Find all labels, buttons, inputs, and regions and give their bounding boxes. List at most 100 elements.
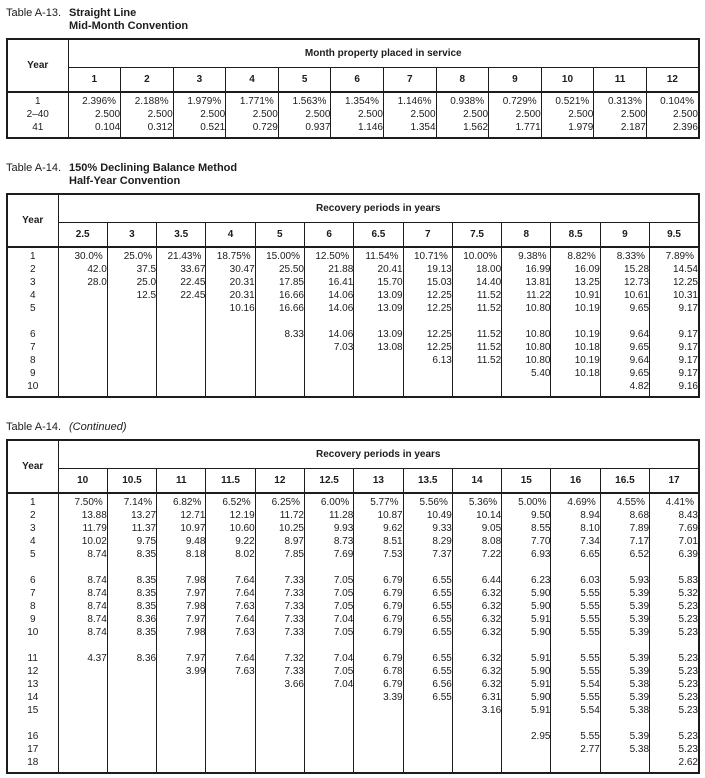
- year-cell: 10: [7, 626, 59, 642]
- value-cell: [451, 743, 502, 756]
- value-cell: [106, 302, 157, 318]
- value-cell: 16.99: [501, 263, 551, 276]
- value-cell: 5.23: [649, 665, 699, 678]
- year-cell: 7: [7, 587, 59, 600]
- value-cell: 18.00: [451, 263, 502, 276]
- table-title-text: Straight Line Mid-Month Convention: [69, 7, 188, 33]
- year-cell: 8: [7, 600, 59, 613]
- spacer-cell: [156, 720, 206, 728]
- value-cell: 5.23: [649, 650, 699, 665]
- value-cell: [57, 367, 108, 380]
- value-cell: [205, 691, 256, 704]
- year-cell: 5: [7, 548, 59, 564]
- value-cell: 18.75%: [205, 247, 256, 263]
- value-cell: 6.03: [550, 572, 601, 587]
- value-cell: 5.91: [501, 613, 551, 626]
- value-cell: [205, 728, 256, 743]
- value-cell: 8.29: [402, 535, 453, 548]
- table-a14-section: Table A-14. 150% Declining Balance Metho…: [6, 162, 700, 398]
- table-row: 4 12.5 22.45 20.31 16.66 14.06 13.09 12.25 11.52…: [7, 289, 699, 302]
- spacer-cell: [451, 720, 502, 728]
- value-cell: 13.09: [353, 302, 404, 318]
- value-cell: 5.00%: [501, 493, 551, 509]
- value-cell: [303, 756, 354, 773]
- spacer-cell: [353, 720, 404, 728]
- table-title-line2: Mid-Month Convention: [69, 20, 189, 32]
- value-cell: 7.98: [156, 600, 206, 613]
- value-cell: 10.61: [599, 289, 650, 302]
- value-cell: 11.37: [106, 522, 157, 535]
- spacer-cell: [7, 720, 59, 728]
- value-cell: 7.98: [156, 572, 206, 587]
- value-cell: [402, 704, 453, 720]
- value-cell: 7.05: [303, 665, 354, 678]
- value-cell: 11.52: [451, 354, 502, 367]
- value-cell: 17.85: [254, 276, 305, 289]
- value-cell: [205, 743, 256, 756]
- year-cell: 2: [7, 509, 59, 522]
- table-row: 14 3.39 6.55 6.31 5.90 5.55 5.39 5.23: [7, 691, 699, 704]
- value-cell: 6.39: [649, 548, 699, 564]
- value-cell: 2.500: [382, 108, 437, 121]
- value-cell: [106, 367, 157, 380]
- value-cell: 5.23: [649, 678, 699, 691]
- declining-balance-half-year-table: Year Recovery periods in years 2.5 3 3.5 4 5 6 6…: [6, 193, 700, 398]
- value-cell: 7.53: [353, 548, 404, 564]
- row-group: 11 4.37 8.36 7.97 7.64 7.32 7.04 6.79 6.55 6.32 5.…: [7, 650, 699, 720]
- column-header: 10: [540, 67, 594, 93]
- spacer-row: [7, 318, 699, 326]
- value-cell: 9.33: [402, 522, 453, 535]
- table-row: 1 7.50% 7.14% 6.82% 6.52% 6.25% 6.00% 5.77% 5.56…: [7, 493, 699, 509]
- value-cell: 3.39: [353, 691, 404, 704]
- value-cell: [57, 743, 108, 756]
- spacer-cell: [599, 318, 650, 326]
- spacer-cell: [106, 642, 157, 650]
- value-cell: 5.90: [501, 587, 551, 600]
- value-cell: 2.396%: [67, 92, 121, 108]
- year-cell: 41: [7, 121, 69, 138]
- value-cell: [205, 354, 256, 367]
- column-header: 6: [330, 67, 384, 93]
- value-cell: 7.22: [451, 548, 502, 564]
- year-cell: 12: [7, 665, 59, 678]
- spacer-cell: [402, 318, 453, 326]
- column-header: 5: [254, 222, 305, 248]
- spacer-cell: [254, 318, 305, 326]
- value-cell: 6.55: [402, 587, 453, 600]
- column-header: 9: [599, 222, 650, 248]
- table-row: 17 2.77 5.38 5.23: [7, 743, 699, 756]
- value-cell: 7.97: [156, 650, 206, 665]
- value-cell: 8.51: [353, 535, 404, 548]
- value-cell: 6.55: [402, 650, 453, 665]
- column-header: 10.5: [106, 468, 157, 494]
- value-cell: 6.32: [451, 613, 502, 626]
- value-cell: 8.74: [57, 587, 108, 600]
- value-cell: 6.79: [353, 587, 404, 600]
- value-cell: 2.396: [645, 121, 699, 138]
- value-cell: 2.188%: [120, 92, 174, 108]
- value-cell: 7.69: [649, 522, 699, 535]
- column-header: 11.5: [205, 468, 256, 494]
- value-cell: 9.93: [303, 522, 354, 535]
- value-cell: 6.32: [451, 626, 502, 642]
- spacer-cell: [501, 318, 551, 326]
- value-cell: 9.17: [649, 341, 699, 354]
- header-row-columns: 1 2 3 4 5 6 7 8 9 10 11 12: [7, 67, 699, 93]
- column-header: 15: [501, 468, 551, 494]
- column-header: 8: [435, 67, 489, 93]
- column-header: 9: [488, 67, 542, 93]
- value-cell: 20.31: [205, 276, 256, 289]
- value-cell: 8.36: [106, 650, 157, 665]
- value-cell: [57, 341, 108, 354]
- group-header: Month property placed in service: [67, 39, 699, 68]
- value-cell: 8.68: [599, 509, 650, 522]
- table-row: 16 2.95 5.55 5.39 5.23: [7, 728, 699, 743]
- value-cell: 12.71: [156, 509, 206, 522]
- year-cell: 3: [7, 276, 59, 289]
- value-cell: 0.312: [120, 121, 174, 138]
- value-cell: [156, 756, 206, 773]
- value-cell: 2.77: [550, 743, 601, 756]
- row-group-gap: [7, 318, 699, 326]
- value-cell: 9.65: [599, 341, 650, 354]
- value-cell: 5.54: [550, 678, 601, 691]
